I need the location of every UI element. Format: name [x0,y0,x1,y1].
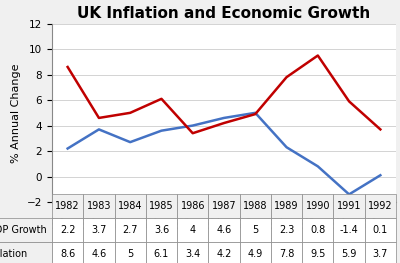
Y-axis label: % Annual Change: % Annual Change [11,63,21,163]
Title: UK Inflation and Economic Growth: UK Inflation and Economic Growth [77,6,371,21]
